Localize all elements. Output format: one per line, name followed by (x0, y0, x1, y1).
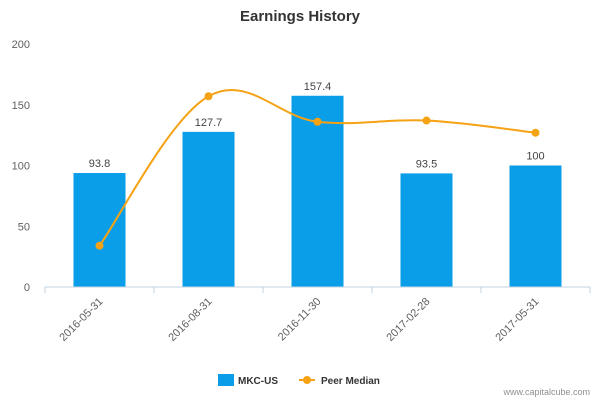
legend-label-peer-median: Peer Median (321, 376, 380, 387)
legend-label-mkc-us: MKC-US (238, 376, 278, 387)
bar-data-label: 100 (526, 151, 544, 163)
peer-median-point (313, 117, 322, 126)
x-axis: 2016-05-31 2016-08-31 2016-11-30 2017-02-28… (44, 286, 591, 344)
bar-mkc-us (291, 95, 344, 287)
x-tick-label: 2017-05-31 (493, 296, 541, 344)
bar-data-label: 127.7 (195, 117, 223, 129)
bar-mkc-us (73, 173, 126, 287)
x-tick-label: 2016-05-31 (57, 296, 105, 344)
legend-marker-peer-median (303, 376, 311, 384)
y-tick-label: 200 (12, 39, 30, 51)
x-tick-label: 2017-02-28 (384, 296, 432, 344)
y-axis: 0 50 100 150 200 (12, 39, 30, 294)
y-tick-label: 100 (12, 161, 30, 173)
bar-mkc-us (400, 173, 453, 287)
chart-title: Earnings History (240, 8, 361, 25)
bar-series-mkc-us (73, 95, 562, 287)
peer-median-line (98, 89, 536, 247)
peer-median-point (95, 241, 104, 250)
legend: MKC-US Peer Median (218, 374, 380, 387)
bar-data-label: 93.5 (416, 158, 437, 170)
x-tick-label: 2016-08-31 (166, 296, 214, 344)
line-series-peer-median (95, 89, 540, 250)
x-tick-label: 2016-11-30 (276, 296, 324, 344)
bar-data-label: 93.8 (89, 158, 110, 170)
y-tick-label: 0 (24, 282, 30, 294)
peer-median-point (204, 92, 213, 101)
y-tick-label: 150 (12, 100, 30, 112)
legend-swatch-mkc-us (218, 374, 234, 386)
peer-median-point (531, 128, 540, 137)
y-tick-label: 50 (18, 221, 30, 233)
bar-data-labels: 93.8 127.7 157.4 93.5 100 (89, 81, 545, 171)
bar-data-label: 157.4 (304, 81, 332, 93)
peer-median-point (422, 116, 431, 125)
bar-mkc-us (182, 131, 235, 287)
bar-mkc-us (509, 165, 562, 287)
credit-text: www.capitalcube.com (502, 387, 590, 397)
